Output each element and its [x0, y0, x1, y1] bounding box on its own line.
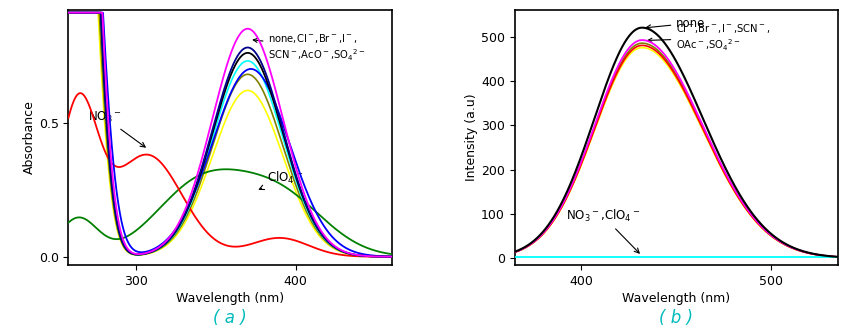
Text: ( b ): ( b ) — [659, 309, 693, 327]
Text: none: none — [646, 17, 705, 30]
Text: ClO$_4$$^-$: ClO$_4$$^-$ — [259, 169, 303, 190]
X-axis label: Wavelength (nm): Wavelength (nm) — [176, 292, 284, 305]
Text: Cl$^-$,Br$^-$,I$^-$,SCN$^-$,
OAc$^-$,SO$_4$$^{2-}$: Cl$^-$,Br$^-$,I$^-$,SCN$^-$, OAc$^-$,SO$… — [648, 23, 770, 53]
Text: ( a ): ( a ) — [213, 309, 247, 327]
Y-axis label: Absorbance: Absorbance — [23, 100, 36, 174]
Text: NO$_3$$^-$,ClO$_4$$^-$: NO$_3$$^-$,ClO$_4$$^-$ — [566, 208, 640, 253]
Text: none,Cl$^-$,Br$^-$,I$^-$,
SCN$^-$,AcO$^-$,SO$_4$$^{2-}$: none,Cl$^-$,Br$^-$,I$^-$, SCN$^-$,AcO$^-… — [253, 32, 366, 63]
X-axis label: Wavelength (nm): Wavelength (nm) — [622, 292, 730, 305]
Text: NO$_3$$^-$: NO$_3$$^-$ — [87, 110, 145, 147]
Y-axis label: Intensity (a.u): Intensity (a.u) — [465, 94, 478, 181]
